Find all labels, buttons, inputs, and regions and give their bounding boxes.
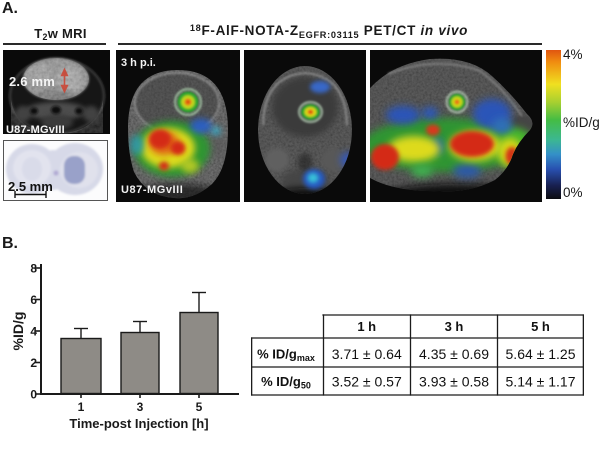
- svg-text:5.64 ± 1.25: 5.64 ± 1.25: [506, 346, 576, 362]
- svg-text:0: 0: [30, 388, 37, 402]
- svg-text:5 h: 5 h: [531, 319, 550, 334]
- svg-text:3: 3: [137, 400, 144, 414]
- svg-text:2.5 mm: 2.5 mm: [8, 179, 53, 194]
- svg-text:1: 1: [78, 400, 85, 414]
- svg-text:U87-MGvIII: U87-MGvIII: [121, 184, 183, 196]
- svg-text:8: 8: [30, 262, 37, 276]
- svg-text:%ID/g: %ID/g: [10, 312, 26, 351]
- svg-text:U87-MGvIII: U87-MGvIII: [6, 124, 65, 134]
- svg-text:6: 6: [30, 293, 37, 307]
- svg-text:Time-post Injection [h]: Time-post Injection [h]: [69, 416, 208, 431]
- svg-text:% ID/gmax: % ID/gmax: [257, 347, 315, 364]
- svg-text:2: 2: [30, 356, 37, 370]
- svg-text:1 h: 1 h: [357, 319, 376, 334]
- svg-text:2.6 mm: 2.6 mm: [9, 74, 55, 89]
- svg-text:3.71 ± 0.64: 3.71 ± 0.64: [332, 346, 402, 362]
- svg-text:5: 5: [196, 400, 203, 414]
- svg-text:5.14 ± 1.17: 5.14 ± 1.17: [506, 374, 576, 390]
- svg-text:3 h: 3 h: [445, 319, 464, 334]
- svg-text:% ID/g50: % ID/g50: [261, 374, 311, 391]
- svg-text:3 h p.i.: 3 h p.i.: [121, 57, 156, 69]
- svg-text:3.52 ± 0.57: 3.52 ± 0.57: [332, 374, 402, 390]
- svg-text:4.35 ± 0.69: 4.35 ± 0.69: [419, 346, 489, 362]
- svg-text:3.93 ± 0.58: 3.93 ± 0.58: [419, 374, 489, 390]
- svg-text:4: 4: [30, 325, 37, 339]
